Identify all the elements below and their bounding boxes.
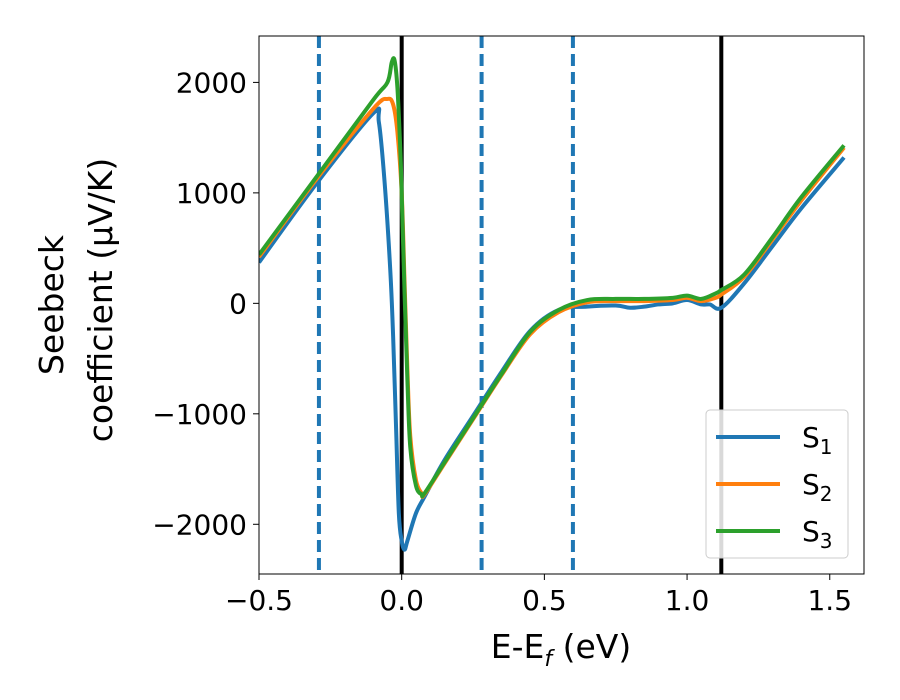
x-tick-label: 1.5 <box>807 584 852 617</box>
y-axis-title-line1: Seebeck <box>32 234 71 375</box>
y-tick-label: 2000 <box>176 66 247 99</box>
x-tick-label: 1.0 <box>665 584 710 617</box>
x-tick-label: −0.5 <box>225 584 293 617</box>
legend-label-s2: S2 <box>802 468 833 506</box>
legend-label-s1: S1 <box>802 421 833 459</box>
legend: S1 S2 S3 <box>705 409 849 559</box>
series-line-s3 <box>259 56 846 499</box>
x-tick-label: 0.0 <box>379 584 424 617</box>
y-tick-label: 1000 <box>176 177 247 210</box>
series-lines <box>259 56 846 552</box>
axis-ticks: −0.5 0.0 0.5 1.0 1.5 −2000 −1000 0 1000 2000 <box>152 66 852 617</box>
y-axis-title-line2: coefficient (μV/K) <box>81 158 120 443</box>
y-tick-label: −2000 <box>152 508 247 541</box>
x-axis-title: E-Ef (eV) <box>491 627 631 672</box>
x-tick-label: 0.5 <box>522 584 567 617</box>
legend-label-s3: S3 <box>802 515 833 553</box>
plot-frame <box>258 35 865 575</box>
y-tick-label: 0 <box>229 287 247 320</box>
y-tick-label: −1000 <box>152 398 247 431</box>
